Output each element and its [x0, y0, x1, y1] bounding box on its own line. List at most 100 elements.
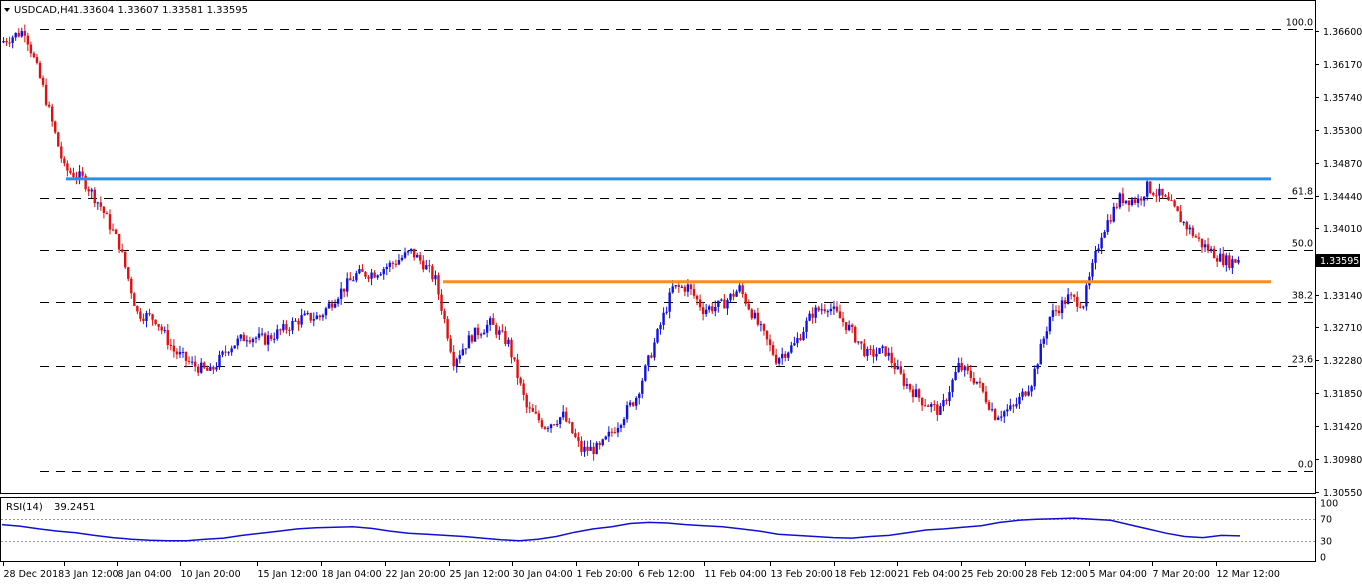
candle-body: [1076, 296, 1079, 307]
candle-body: [57, 132, 60, 147]
candle-body: [692, 289, 696, 296]
candle-body: [540, 420, 544, 428]
candle-body: [708, 306, 711, 310]
candle-body: [63, 158, 66, 164]
candle-body: [130, 278, 133, 294]
candle-body: [641, 380, 644, 394]
candle-body: [729, 293, 732, 301]
candle-body: [394, 263, 398, 265]
candle-body: [714, 306, 717, 312]
candle-body: [1115, 206, 1119, 208]
candle-body: [969, 370, 973, 379]
candle-body: [1170, 200, 1173, 202]
candle-body: [1015, 404, 1018, 407]
candle-body: [975, 381, 979, 384]
candle-body: [923, 405, 927, 407]
main-panel-border: [0, 0, 1316, 494]
candle-body: [668, 292, 671, 312]
candle-body: [665, 311, 668, 313]
candle-body: [656, 329, 659, 343]
rsi-indicator: 100 70 30 0: [1, 499, 1338, 564]
candle-body: [434, 275, 437, 280]
candle-body: [647, 355, 650, 366]
candle-body: [1197, 237, 1201, 239]
candle-body: [750, 309, 753, 319]
ohlc-values: 1.33604 1.33607 1.33581 1.33595: [73, 5, 248, 16]
candle-body: [920, 397, 924, 406]
candle-body: [154, 319, 157, 325]
candle-body: [753, 312, 757, 319]
rsi-value: 39.2451: [54, 502, 95, 513]
rsi-tick-label: 30: [1320, 536, 1332, 547]
time-tick-label: 28 Feb 12:00: [1026, 569, 1088, 580]
candle-body: [193, 361, 197, 367]
candle-body: [1036, 364, 1039, 369]
current-price-box: [1316, 254, 1360, 267]
candle-body: [917, 389, 921, 398]
candle-body: [869, 349, 872, 351]
candle-body: [686, 284, 690, 292]
price-tick-label: 1.35740: [1323, 93, 1362, 104]
candle-body: [84, 175, 87, 190]
candle-body: [1185, 222, 1188, 230]
candle-body: [723, 299, 726, 309]
candle-body: [269, 335, 273, 340]
candle-body: [1219, 253, 1222, 262]
candle-body: [516, 359, 519, 379]
candle-body: [1027, 391, 1030, 396]
candle-body: [352, 280, 355, 282]
candle-body: [181, 351, 185, 353]
candle-body: [5, 41, 8, 43]
candle-body: [105, 212, 109, 215]
candle-body: [133, 293, 136, 306]
candle-body: [279, 329, 282, 331]
candle-body: [285, 324, 288, 330]
price-tick-label: 1.34010: [1323, 224, 1362, 235]
candle-body: [942, 400, 945, 407]
time-tick-label: 30 Jan 04:00: [513, 569, 573, 580]
candle-body: [1097, 248, 1100, 252]
candle-body: [507, 339, 510, 345]
candle-body: [850, 324, 854, 327]
candle-body: [455, 359, 458, 367]
candle-body: [671, 286, 674, 293]
time-tick-label: 22 Jan 20:00: [386, 569, 446, 580]
candle-body: [680, 286, 684, 288]
candle-body: [29, 44, 33, 54]
time-tick-label: 5 Mar 04:00: [1090, 569, 1147, 580]
candle-body: [1121, 193, 1125, 204]
candle-body: [482, 332, 486, 335]
candle-body: [288, 329, 291, 331]
candle-body: [549, 424, 553, 429]
candle-body: [294, 320, 297, 322]
candle-body: [601, 439, 604, 446]
candle-body: [802, 331, 805, 341]
candle-body: [1109, 220, 1112, 222]
candle-body: [382, 269, 385, 275]
candle-body: [200, 362, 203, 373]
candle-body: [364, 271, 367, 277]
dropdown-triangle-icon[interactable]: [4, 8, 10, 12]
price-tick-label: 1.35300: [1323, 126, 1362, 137]
candle-body: [1234, 259, 1237, 263]
candle-body: [473, 327, 477, 342]
candle-body: [893, 363, 896, 370]
candle-body: [847, 324, 851, 331]
candle-body: [47, 104, 51, 107]
candle-body: [309, 313, 312, 321]
support-resistance-lines: [66, 177, 1271, 284]
candle-body: [1182, 222, 1185, 224]
candle-body: [948, 392, 951, 402]
candle-body: [1094, 251, 1097, 263]
candle-body: [346, 278, 349, 292]
candle-body: [8, 42, 11, 44]
candle-body: [440, 294, 443, 311]
price-tick-label: 1.31420: [1323, 422, 1362, 433]
candle-body: [1045, 331, 1049, 339]
candle-body: [117, 233, 121, 250]
candle-body: [741, 285, 744, 294]
candle-body: [887, 352, 890, 356]
candle-body: [689, 284, 693, 290]
candle-body: [1051, 310, 1055, 317]
